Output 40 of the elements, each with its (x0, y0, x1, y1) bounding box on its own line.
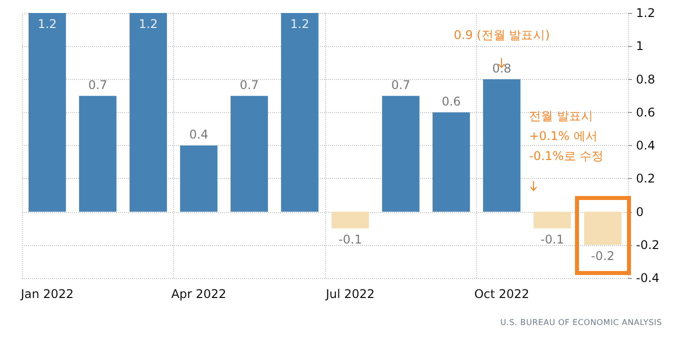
bar (28, 13, 66, 212)
data-label: 1.2 (290, 17, 310, 31)
y-tick-label: 0.8 (636, 72, 656, 86)
data-label: 0.7 (240, 78, 259, 92)
x-tick-label: Jul 2022 (324, 287, 375, 301)
data-label: 0.7 (88, 78, 108, 92)
bar (584, 212, 622, 245)
bar (180, 146, 218, 212)
data-label: 0.8 (492, 61, 512, 76)
y-tick-label: 0.4 (636, 138, 656, 152)
y-tick-label: 0.6 (636, 105, 656, 120)
bar (332, 212, 369, 228)
y-tick-label: 1 (636, 39, 644, 54)
data-label: -0.1 (338, 232, 362, 246)
bar (483, 79, 520, 212)
data-label: 0.6 (442, 94, 461, 108)
x-tick-label: Oct 2022 (474, 287, 530, 301)
data-label: 0.4 (189, 128, 208, 142)
y-tick-label: 0 (636, 204, 644, 219)
text: U.S. BUREAU OF ECONOMIC ANALYSIS (500, 318, 662, 327)
data-label: 0.7 (391, 78, 410, 92)
bar (534, 212, 571, 228)
y-tick-label: 1.2 (636, 6, 656, 20)
annotation: 전월 발표시 +0.1% 에서 -0.1%로 수정 (529, 108, 604, 165)
bar (130, 13, 167, 212)
data-label: 1.2 (38, 17, 57, 31)
bar (230, 96, 268, 212)
y-tick-label: -0.4 (636, 271, 660, 285)
x-tick-label: Jan 2022 (20, 287, 74, 301)
data-label: 1.2 (138, 17, 158, 31)
bar (79, 96, 116, 212)
data-label: -0.1 (540, 232, 564, 246)
y-tick-label: 0.2 (636, 172, 656, 186)
bar (382, 96, 420, 212)
data-label: -0.2 (591, 248, 614, 263)
bar (432, 112, 470, 212)
annotation: 0.9 (전월 발표시) (454, 26, 550, 44)
y-tick-label: -0.2 (636, 238, 660, 252)
x-tick-label: Apr 2022 (171, 287, 226, 301)
bar (281, 13, 318, 212)
